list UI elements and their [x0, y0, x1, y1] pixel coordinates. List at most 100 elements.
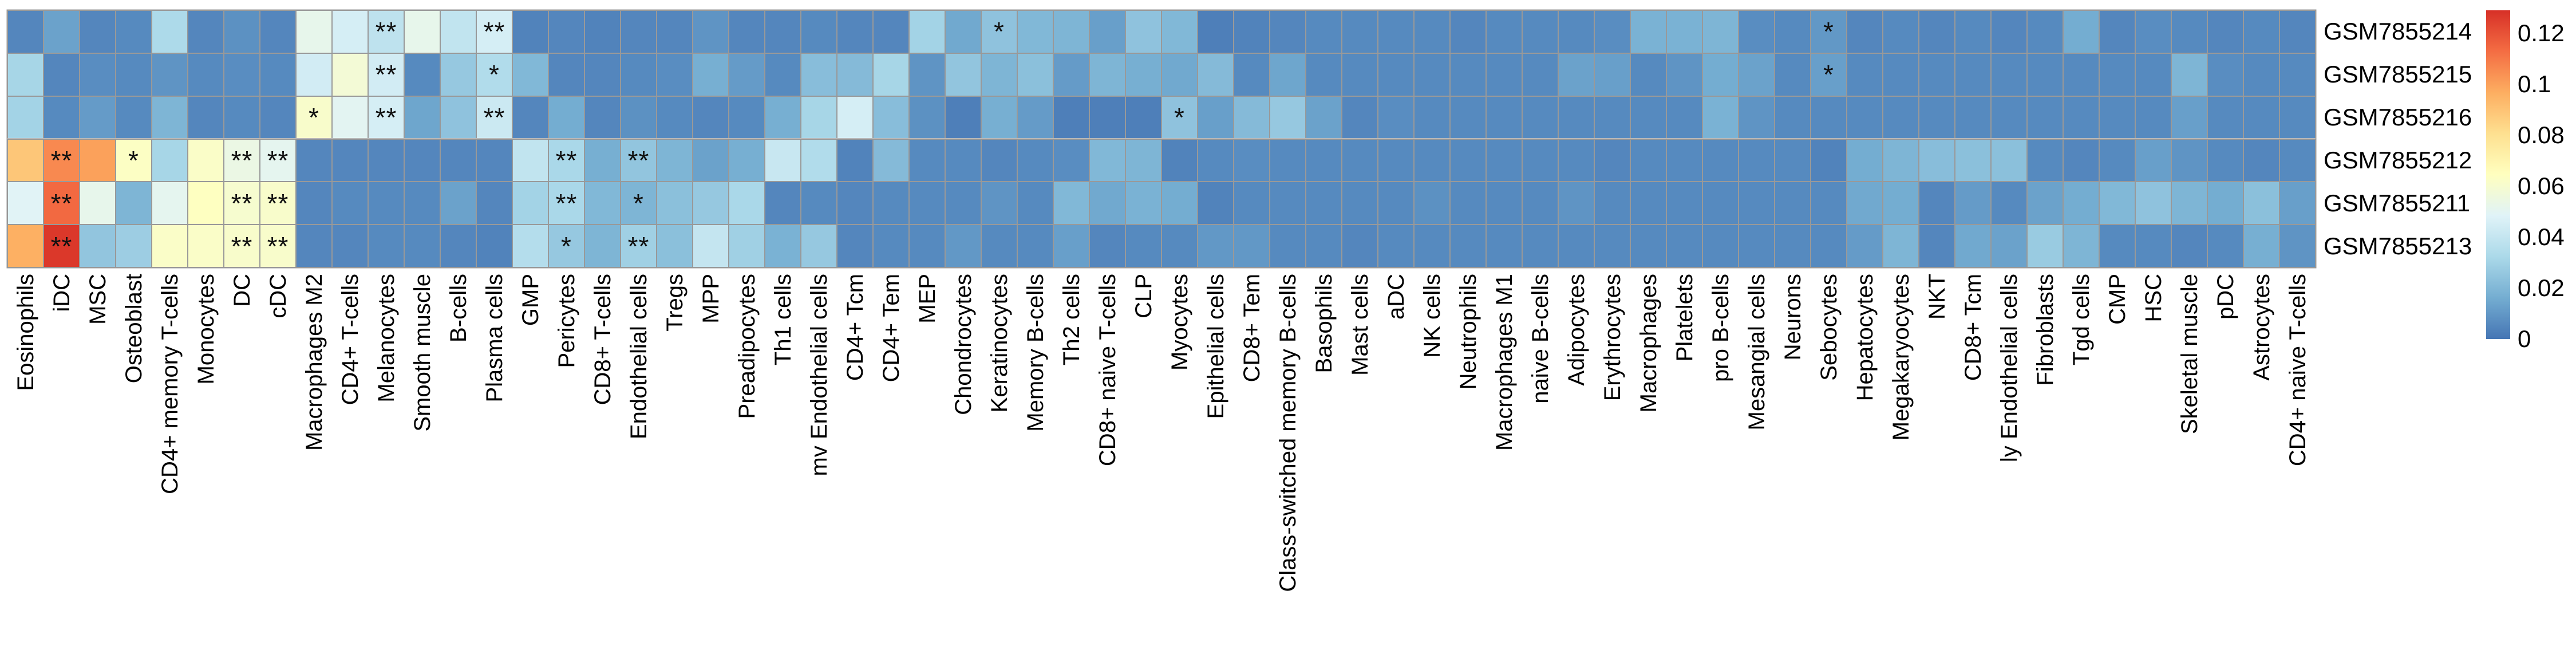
heatmap-cell: [2243, 224, 2279, 267]
heatmap-cell: [1161, 10, 1198, 53]
heatmap-cell: *: [1811, 10, 1847, 53]
heatmap-cell: [873, 139, 909, 182]
heatmap-cell: [1414, 224, 1450, 267]
heatmap-cell: [1522, 224, 1558, 267]
heatmap-cell: [2207, 96, 2243, 139]
heatmap-cell: [1053, 139, 1089, 182]
heatmap-cell: [1270, 182, 1306, 225]
heatmap-cell: [2027, 182, 2063, 225]
heatmap-cell: [584, 53, 621, 96]
heatmap-cell: [981, 139, 1017, 182]
column-label: Melanocytes: [373, 274, 399, 403]
heatmap-cell: [1450, 53, 1486, 96]
heatmap-cell: [1450, 10, 1486, 53]
heatmap-cell: [440, 96, 476, 139]
column-label: Erythrocytes: [1599, 274, 1625, 401]
heatmap-cell: [260, 10, 296, 53]
heatmap-cell: [1089, 96, 1125, 139]
heatmap-cell: [1053, 224, 1089, 267]
heatmap-cell: [152, 53, 188, 96]
heatmap-cell: [1270, 96, 1306, 139]
heatmap-cell: [837, 139, 873, 182]
heatmap-cell: [801, 53, 837, 96]
heatmap-cell: [80, 224, 116, 267]
heatmap-cell: [765, 139, 801, 182]
heatmap-cell: [945, 139, 981, 182]
heatmap-cell: [1125, 224, 1161, 267]
heatmap-cell: [368, 182, 404, 225]
heatmap-cell: [2099, 53, 2135, 96]
heatmap-cell: [1991, 10, 2027, 53]
heatmap-cell: [1883, 139, 1919, 182]
column-label: mv Endothelial cells: [806, 274, 832, 476]
heatmap-cell: [1775, 139, 1811, 182]
heatmap-cell: [1558, 10, 1594, 53]
heatmap-cell: [1125, 96, 1161, 139]
column-label: CD4+ T-cells: [337, 274, 363, 405]
heatmap-cell: [1991, 182, 2027, 225]
heatmap-cell: [1198, 139, 1234, 182]
colorbar-tick-label: 0.06: [2518, 172, 2565, 200]
heatmap-cell: [404, 139, 440, 182]
heatmap-cell: [729, 10, 765, 53]
column-label: pDC: [2212, 274, 2238, 320]
heatmap-cell: [1306, 53, 1342, 96]
heatmap-cell: **: [224, 139, 260, 182]
heatmap-cell: [1811, 224, 1847, 267]
column-label: Class-switched memory B-cells: [1275, 274, 1301, 592]
column-label: B-cells: [445, 274, 471, 343]
heatmap-cell: [1486, 10, 1522, 53]
heatmap-cell: [1486, 53, 1522, 96]
heatmap-cell: [2135, 10, 2171, 53]
heatmap-cell: [1522, 10, 1558, 53]
heatmap-cell: [1702, 182, 1739, 225]
heatmap-cell: [1198, 10, 1234, 53]
heatmap-cell: [1739, 53, 1775, 96]
heatmap-cell: [2171, 53, 2207, 96]
significance-mark: **: [627, 231, 650, 261]
heatmap-cell: [1955, 10, 1991, 53]
heatmap-cell: [1775, 96, 1811, 139]
column-label: Endothelial cells: [626, 274, 651, 440]
heatmap-cell: [1594, 224, 1630, 267]
significance-mark: **: [627, 145, 650, 175]
heatmap-cell: [2135, 139, 2171, 182]
heatmap-cell: [945, 53, 981, 96]
heatmap-cell: [1811, 96, 1847, 139]
heatmap-cell: **: [548, 182, 584, 225]
heatmap-cell: [512, 96, 548, 139]
heatmap-cell: [2063, 10, 2099, 53]
heatmap-cell: [1342, 10, 1378, 53]
heatmap-cell: [1125, 182, 1161, 225]
column-label: CD8+ naive T-cells: [1095, 274, 1120, 467]
significance-mark: *: [633, 188, 644, 218]
heatmap-cell: [1161, 182, 1198, 225]
heatmap-cell: [1991, 139, 2027, 182]
heatmap-cell: [765, 96, 801, 139]
heatmap-cell: [1775, 10, 1811, 53]
column-label: Hepatocytes: [1852, 274, 1878, 401]
heatmap-cell: [693, 139, 729, 182]
heatmap-cell: [837, 10, 873, 53]
heatmap-cell: [2171, 10, 2207, 53]
heatmap-cell: [296, 224, 332, 267]
heatmap-cell: [1486, 182, 1522, 225]
heatmap-cell: **: [44, 224, 80, 267]
column-label: GMP: [517, 274, 543, 326]
column-label: Smooth muscle: [409, 274, 435, 432]
heatmap-cell: [1234, 139, 1270, 182]
heatmap-cell: [693, 10, 729, 53]
heatmap-cell: [1017, 182, 1053, 225]
heatmap-cell: [512, 10, 548, 53]
heatmap-cell: [1558, 53, 1594, 96]
heatmap-cell: [981, 96, 1017, 139]
heatmap-cell: [2063, 224, 2099, 267]
heatmap-cell: [945, 182, 981, 225]
heatmap-cell: [1630, 182, 1666, 225]
heatmap-cell: [909, 53, 945, 96]
heatmap-cell: [873, 10, 909, 53]
heatmap-cell: [1811, 182, 1847, 225]
heatmap-cell: [1161, 53, 1198, 96]
heatmap-cell: [1811, 139, 1847, 182]
heatmap-cell: [152, 10, 188, 53]
